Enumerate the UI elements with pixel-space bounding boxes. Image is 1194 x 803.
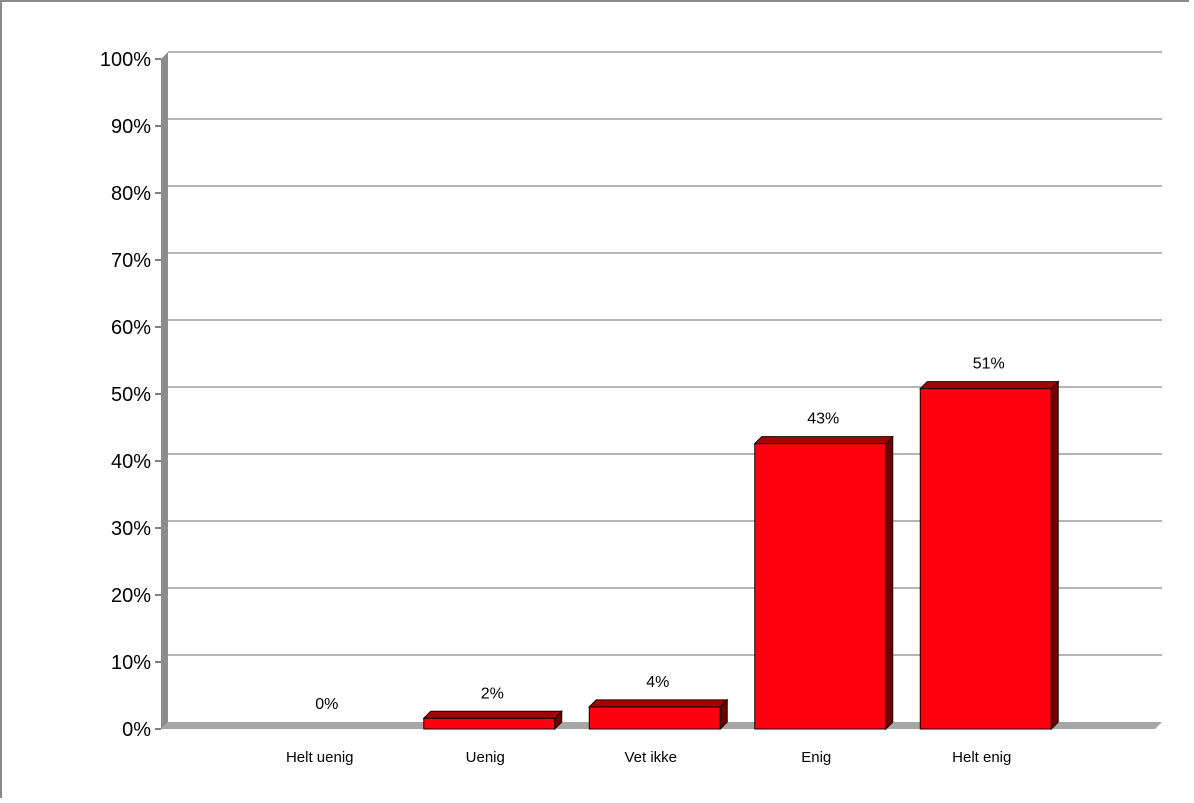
data-label: 2% [481, 685, 504, 702]
bars [422, 380, 1060, 731]
y-tick-label: 60% [111, 317, 151, 339]
data-labels: 0% 2% 4% 43% 51% [315, 356, 1005, 713]
bar-side [554, 710, 563, 731]
data-label: 0% [315, 696, 338, 713]
y-tick-label: 20% [111, 585, 151, 607]
y-axis-wall [161, 52, 168, 729]
bar-top [919, 381, 1060, 390]
y-tick-label: 50% [111, 384, 151, 406]
x-tick-label: Helt enig [952, 749, 1011, 766]
data-label: 4% [646, 674, 669, 691]
bar-side [885, 435, 894, 731]
bar-top [422, 710, 563, 719]
y-tick-label: 40% [111, 451, 151, 473]
y-tick-label: 30% [111, 518, 151, 540]
y-tick-label: 80% [111, 183, 151, 205]
x-tick-label: Vet ikke [624, 749, 677, 766]
bar [423, 717, 556, 730]
bar [754, 443, 887, 730]
bar-top [753, 436, 894, 445]
x-axis-labels: Helt uenig Uenig Vet ikke Enig Helt enig [286, 749, 1011, 766]
y-tick-label: 90% [111, 116, 151, 138]
data-label: 51% [973, 356, 1005, 373]
y-tick-label: 70% [111, 250, 151, 272]
bar-side [719, 698, 728, 731]
bar-side [1050, 380, 1059, 731]
y-tick-label: 0% [122, 719, 151, 741]
data-label: 43% [807, 411, 839, 428]
y-axis-ticks: 0% 10% 20% 30% 40% 50% 60% 70% 80% 90% 100% [100, 49, 161, 741]
y-tick-label: 100% [100, 49, 151, 71]
y-tick-label: 10% [111, 652, 151, 674]
bar [919, 388, 1052, 730]
bar [588, 706, 721, 730]
x-tick-label: Helt uenig [286, 749, 354, 766]
x-tick-label: Enig [801, 749, 831, 766]
bar-top [588, 699, 729, 708]
x-tick-label: Uenig [466, 749, 505, 766]
